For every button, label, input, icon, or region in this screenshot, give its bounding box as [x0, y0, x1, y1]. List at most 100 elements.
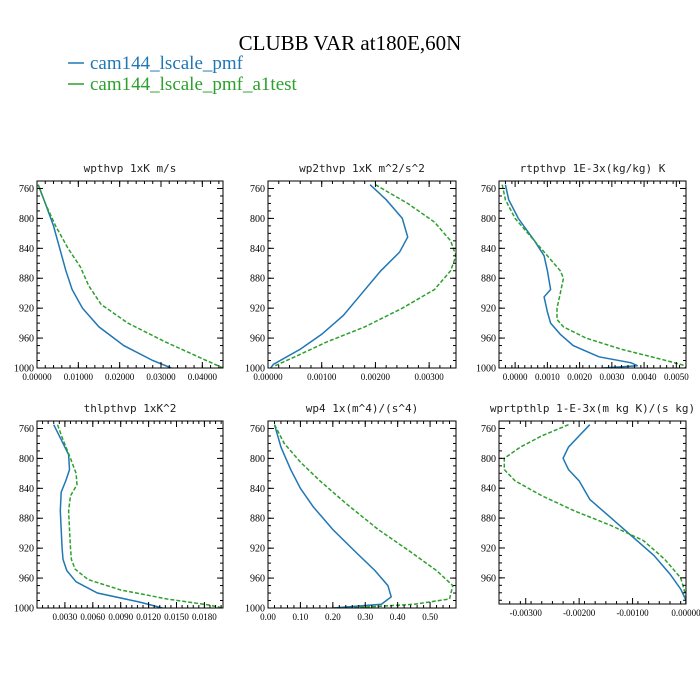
x-tick-label: -0.00100	[616, 608, 649, 618]
y-tick-label: 840	[481, 244, 496, 255]
panel-4: wp4 1x(m^4)/(s^4)76080084088092096010000…	[245, 402, 457, 622]
x-tick-label: 0.0090	[108, 612, 133, 622]
x-tick-label: 0.0020	[567, 372, 592, 382]
panel-title: rtpthvp 1E-3x(kg/kg) K	[520, 162, 666, 175]
series-line-1	[503, 424, 686, 604]
y-tick-label: 880	[250, 274, 265, 285]
y-tick-label: 760	[250, 424, 265, 435]
y-tick-label: 800	[19, 214, 34, 225]
series-line-0	[37, 184, 172, 368]
plot-frame	[267, 180, 457, 369]
x-tick-label: -0.00200	[563, 608, 596, 618]
y-tick-label: 880	[250, 514, 265, 525]
series-line-1	[37, 184, 223, 368]
x-tick-label: 0.0040	[632, 372, 657, 382]
x-tick-label: 0.0050	[664, 372, 689, 382]
series-line-1	[273, 184, 456, 368]
panel-title: wpthvp 1xK m/s	[84, 162, 177, 175]
x-tick-label: -0.00300	[510, 608, 543, 618]
x-tick-label: 0.0060	[80, 612, 105, 622]
y-tick-label: 880	[481, 514, 496, 525]
y-tick-label: 840	[19, 244, 34, 255]
series-line-0	[562, 424, 686, 604]
series-line-0	[273, 424, 393, 608]
y-tick-label: 760	[481, 184, 496, 195]
plot-frame	[36, 180, 224, 369]
panel-title: wp2thvp 1xK m^2/s^2	[299, 162, 425, 175]
panel-1: wp2thvp 1xK m^2/s^2 760 800 840 880 920 960 100…	[245, 162, 457, 382]
x-tick-label: 0.04000	[188, 372, 218, 382]
x-tick-label: 0.00000	[22, 372, 52, 382]
x-tick-label: 0.50	[422, 612, 438, 622]
panel-title: wp4 1x(m^4)/(s^4)	[306, 402, 419, 415]
y-tick-label: 920	[250, 544, 265, 555]
y-tick-label: 760	[250, 184, 265, 195]
y-tick-label: 960	[481, 334, 496, 345]
x-tick-label: 0.01000	[64, 372, 94, 382]
series-line-0	[504, 184, 638, 368]
x-tick-label: 0.0030	[599, 372, 624, 382]
x-tick-label: 0.00	[260, 612, 276, 622]
y-tick-label: 760	[481, 424, 496, 435]
x-tick-label: 0.10	[293, 612, 309, 622]
y-tick-label: 800	[250, 214, 265, 225]
y-tick-label: 960	[481, 573, 496, 584]
x-tick-label: 0.00300	[415, 372, 445, 382]
x-tick-label: 0.00200	[361, 372, 391, 382]
x-tick-label: 0.03000	[146, 372, 176, 382]
x-tick-label: 0.0000	[503, 372, 528, 382]
figure-title: CLUBB VAR at180E,60N	[239, 31, 462, 55]
plot-frame	[498, 420, 687, 605]
y-tick-label: 1000	[14, 604, 34, 615]
x-tick-label: 0.02000	[105, 372, 135, 382]
panels: wpthvp 1xK m/s76080084088092096010000.00…	[14, 162, 700, 622]
x-tick-label: 0.00100	[307, 372, 337, 382]
y-tick-label: 1000	[14, 364, 34, 375]
x-tick-label: 0.20	[325, 612, 341, 622]
y-tick-label: 960	[19, 334, 34, 345]
y-tick-label: 800	[481, 214, 496, 225]
y-tick-label: 840	[481, 484, 496, 495]
y-tick-label: 920	[481, 543, 496, 554]
y-tick-label: 840	[250, 244, 265, 255]
y-tick-label: 960	[250, 574, 265, 585]
series-line-0	[53, 424, 163, 608]
y-tick-label: 760	[19, 184, 34, 195]
x-tick-label: 0.0180	[192, 612, 217, 622]
x-tick-label: 0.0150	[164, 612, 189, 622]
y-tick-label: 960	[250, 334, 265, 345]
legend: cam144_lscale_pmf cam144_lscale_pmf_a1te…	[68, 53, 298, 95]
y-tick-label: 800	[481, 454, 496, 465]
panel-2: rtpthvp 1E-3x(kg/kg) K 760 800 840 880 920 960…	[476, 162, 689, 382]
x-tick-label: 0.0010	[535, 372, 560, 382]
panel-0: wpthvp 1xK m/s 760 800 840 880 920 960 10000.00…	[14, 162, 224, 382]
y-tick-label: 840	[250, 484, 265, 495]
legend-label-1: cam144_lscale_pmf_a1test	[90, 74, 298, 95]
plot-frame	[498, 180, 687, 369]
series-line-1	[501, 184, 686, 368]
x-tick-label: 0.0120	[136, 612, 161, 622]
y-tick-label: 1000	[245, 364, 265, 375]
y-tick-label: 840	[19, 484, 34, 495]
x-tick-label: 0.00000	[671, 608, 700, 618]
y-tick-label: 1000	[245, 604, 265, 615]
series-line-1	[273, 424, 454, 608]
y-tick-label: 920	[250, 304, 265, 315]
plot-frame	[36, 420, 224, 609]
y-tick-label: 960	[19, 574, 34, 585]
x-tick-label: 0.0030	[53, 612, 78, 622]
y-tick-label: 880	[19, 274, 34, 285]
y-tick-label: 760	[19, 424, 34, 435]
x-tick-label: 0.00000	[253, 372, 283, 382]
panel-title: wprtpthlp 1-E-3x(m kg K)/(s kg)	[490, 402, 695, 415]
y-tick-label: 920	[19, 544, 34, 555]
y-tick-label: 800	[19, 454, 34, 465]
y-tick-label: 880	[481, 274, 496, 285]
legend-label-0: cam144_lscale_pmf	[90, 53, 244, 74]
y-tick-label: 800	[250, 454, 265, 465]
panel-5: wprtpthlp 1-E-3x(m kg K)/(s kg) 760 800 840…	[481, 402, 700, 618]
y-tick-label: 1000	[476, 364, 496, 375]
panel-3: thlpthvp 1xK^2 760 800 840 880 920 960 1000 0.00…	[14, 402, 224, 622]
x-tick-label: 0.40	[390, 612, 406, 622]
